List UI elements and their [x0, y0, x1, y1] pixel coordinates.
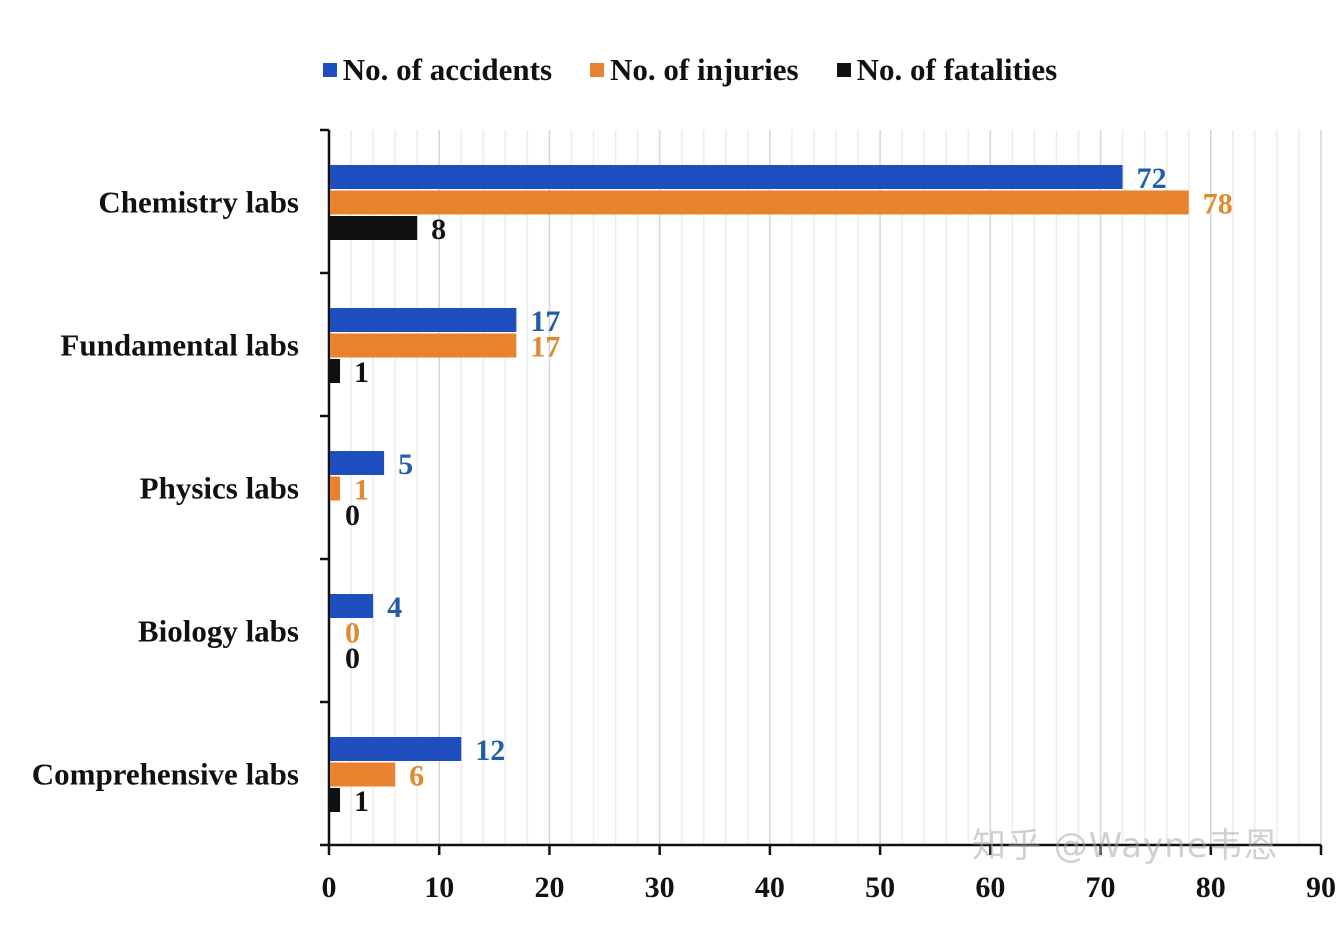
data-label: 4 — [387, 591, 402, 624]
data-label: 0 — [345, 642, 360, 675]
x-tick-label: 50 — [865, 871, 895, 904]
bar — [330, 216, 418, 240]
data-label: 0 — [345, 617, 360, 650]
data-label: 8 — [431, 213, 446, 246]
watermark: 知乎 @Wayne韦恩 — [972, 826, 1279, 866]
bar — [330, 737, 462, 761]
bar — [330, 451, 385, 475]
data-label: 78 — [1203, 188, 1233, 221]
bar — [330, 308, 517, 332]
x-tick-label: 30 — [645, 871, 675, 904]
bar — [330, 762, 396, 787]
bar — [330, 359, 341, 383]
legend-label: No. of injuries — [610, 52, 799, 87]
legend-item: No. of accidents — [322, 52, 553, 88]
x-tick-label: 20 — [534, 871, 564, 904]
category-label: Fundamental labs — [60, 328, 299, 363]
bar — [330, 788, 341, 812]
data-label: 17 — [530, 331, 560, 364]
data-label: 0 — [345, 499, 360, 532]
data-label: 1 — [354, 474, 369, 507]
legend-swatch — [836, 63, 851, 77]
category-label: Comprehensive labs — [32, 757, 299, 792]
x-tick-label: 0 — [322, 871, 337, 904]
data-label: 12 — [475, 734, 505, 767]
x-tick-label: 70 — [1086, 871, 1116, 904]
legend-item: No. of injuries — [590, 52, 799, 88]
legend-swatch — [590, 63, 605, 77]
bar — [330, 190, 1189, 215]
legend: No. of accidents No. of injuries No. of fa… — [0, 50, 1340, 90]
data-label: 5 — [398, 448, 413, 481]
x-tick-label: 40 — [755, 871, 785, 904]
x-tick-label: 10 — [424, 871, 454, 904]
bar — [330, 476, 341, 501]
bar — [330, 333, 517, 358]
data-label: 1 — [354, 785, 369, 818]
x-tick-label: 80 — [1196, 871, 1226, 904]
data-label: 1 — [354, 356, 369, 389]
data-label: 72 — [1137, 162, 1167, 195]
category-label: Biology labs — [138, 614, 299, 649]
category-label: Physics labs — [140, 471, 299, 506]
legend-label: No. of accidents — [342, 52, 553, 87]
legend-label: No. of fatalities — [856, 52, 1058, 87]
x-tick-label: 90 — [1306, 871, 1336, 904]
data-label: 6 — [409, 760, 424, 793]
data-label: 17 — [530, 305, 560, 338]
bar — [330, 594, 374, 618]
legend-item: No. of fatalities — [836, 52, 1058, 88]
legend-swatch — [322, 63, 337, 77]
x-tick-label: 60 — [975, 871, 1005, 904]
bar — [330, 165, 1123, 189]
category-label: Chemistry labs — [98, 185, 299, 220]
